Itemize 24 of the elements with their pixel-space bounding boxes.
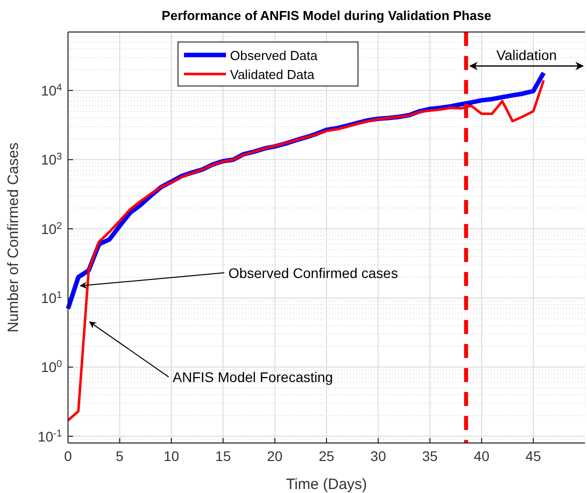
legend-label: Observed Data bbox=[230, 48, 318, 63]
y-tick-label: 10$^{2}$ bbox=[40, 220, 62, 237]
y-tick-label: 10$^{1}$ bbox=[40, 289, 62, 306]
x-tick-label: 15 bbox=[215, 448, 232, 464]
x-tick-label: 10 bbox=[164, 448, 180, 464]
x-tick-label: 40 bbox=[474, 448, 490, 464]
x-tick-label: 45 bbox=[526, 448, 542, 464]
x-tick-label: 5 bbox=[116, 448, 124, 464]
x-tick-label: 30 bbox=[370, 448, 386, 464]
y-tick-label: 10$^{4}$ bbox=[40, 82, 63, 98]
annotation: ANFIS Model Forecasting bbox=[172, 368, 333, 385]
legend-label: Validated Data bbox=[230, 67, 316, 82]
y-axis-title: Number of Confirmed Cases bbox=[5, 142, 22, 333]
annotation: Observed Confirmed cases bbox=[228, 264, 398, 281]
x-tick-label: 20 bbox=[267, 448, 283, 464]
x-axis-title: Time (Days) bbox=[286, 476, 368, 493]
y-tick-label: 10$^{3}$ bbox=[40, 151, 63, 168]
chart-title: Performance of ANFIS Model during Validation Phase bbox=[162, 8, 492, 23]
x-tick-label: 0 bbox=[64, 448, 72, 464]
y-tick-label: 10$^{0}$ bbox=[40, 358, 63, 376]
x-tick-label: 25 bbox=[318, 448, 334, 464]
x-tick-label: 35 bbox=[422, 448, 438, 464]
y-tick-label: 10$^{-1}$ bbox=[38, 428, 62, 444]
annotation: Validation bbox=[496, 47, 557, 63]
